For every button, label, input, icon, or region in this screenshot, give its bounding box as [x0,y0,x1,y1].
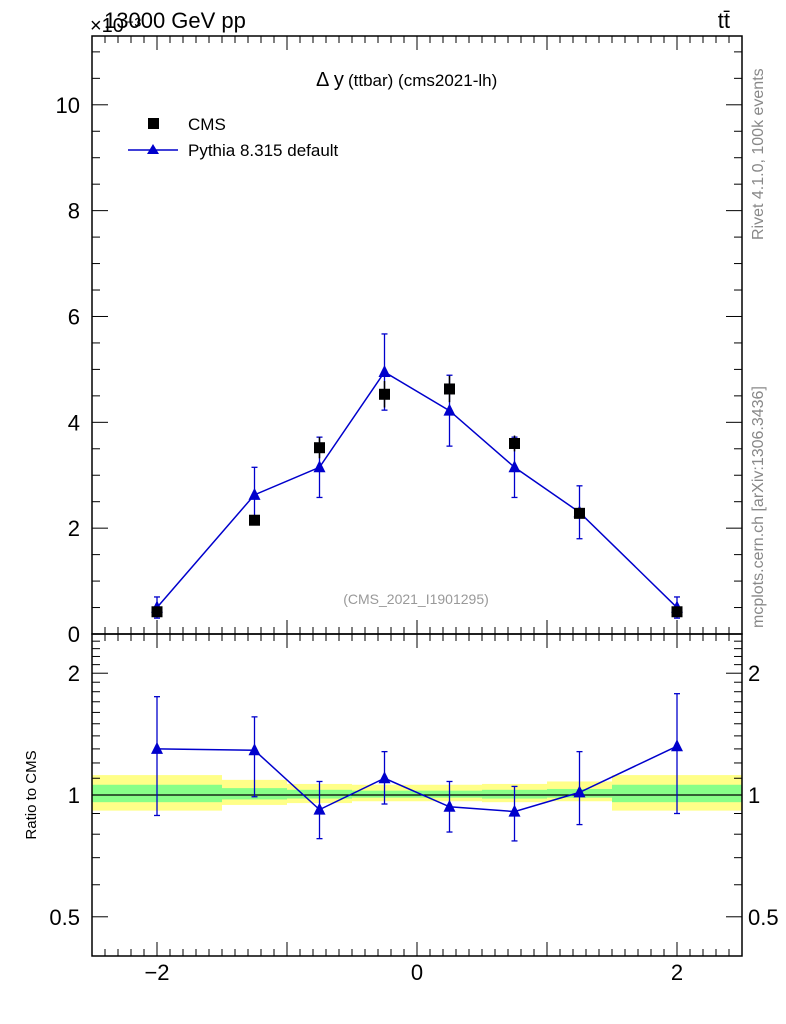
cms-point [444,383,455,395]
main-y-tick-label: 6 [68,304,80,329]
pythia-line [156,371,678,609]
x-tick-label: −2 [144,960,169,985]
rivet-version-label: Rivet 4.1.0, 100k events [750,68,767,240]
pythia-point [313,460,326,473]
cms-point [151,606,163,618]
legend-pythia-marker [147,144,159,154]
pythia-point [248,487,261,500]
ratio-ylabel: Ratio to CMS [23,750,40,839]
energy-label: 13000 GeV pp [104,8,246,33]
cms-point [249,514,260,526]
mcplots-label: mcplots.cern.ch [arXiv:1306.3436] [750,386,767,628]
cms-point [314,442,325,454]
x-tick-label: 2 [671,960,683,985]
legend-pythia-label: Pythia 8.315 default [188,141,339,160]
ratio-pythia-point [573,785,586,798]
legend-cms-label: CMS [188,115,226,134]
plot-title-symbol: Δ y [316,69,344,91]
mc-series [151,333,683,619]
pythia-point [508,460,521,473]
main-y-tick-label: 2 [68,516,80,541]
ratio-pythia-line [156,745,678,813]
ratio-y-tick-label: 0.5 [49,905,80,930]
ratio-panel-frame [91,633,743,957]
data-series [151,375,683,618]
pythia-point [443,403,456,416]
main-y-tick-label: 0 [68,622,80,647]
analysis-id-label: (CMS_2021_I1901295) [343,591,489,607]
legend-cms-marker [148,118,159,129]
ratio-pythia-point [313,802,326,815]
ratio-pythia-point [508,804,521,817]
cms-point [509,437,520,449]
ratio-y-tick-label: 1 [68,783,80,808]
ratio-pythia-point [443,799,456,812]
ratio-y-tick-label-right: 2 [748,661,760,686]
plot-title-rest: (ttbar) (cms2021-lh) [348,71,497,90]
multiplier-label: ×10⁻³ [90,15,141,37]
ratio-y-tick-label-right: 1 [748,783,760,808]
main-y-tick-label: 8 [68,199,80,224]
ratio-pythia-point [248,743,261,756]
cms-point [671,606,683,618]
pythia-point [378,365,391,378]
main-y-tick-label: 10 [56,93,80,118]
ratio-y-tick-label: 2 [68,661,80,686]
process-label: tt̄ [718,8,730,33]
ratio-pythia-point [151,741,163,754]
cms-point [379,388,390,400]
x-tick-label: 0 [411,960,423,985]
ratio-y-tick-label-right: 0.5 [748,905,779,930]
axes-ticks: −2 0 2 0 2 4 6 8 10 0.5 0.5 1 1 2 2 [49,36,779,985]
ratio-series [151,693,683,842]
ratio-pythia-point [671,739,683,752]
ratio-pythia-point [378,771,391,784]
main-y-tick-label: 4 [68,410,80,435]
cms-point [574,507,585,519]
